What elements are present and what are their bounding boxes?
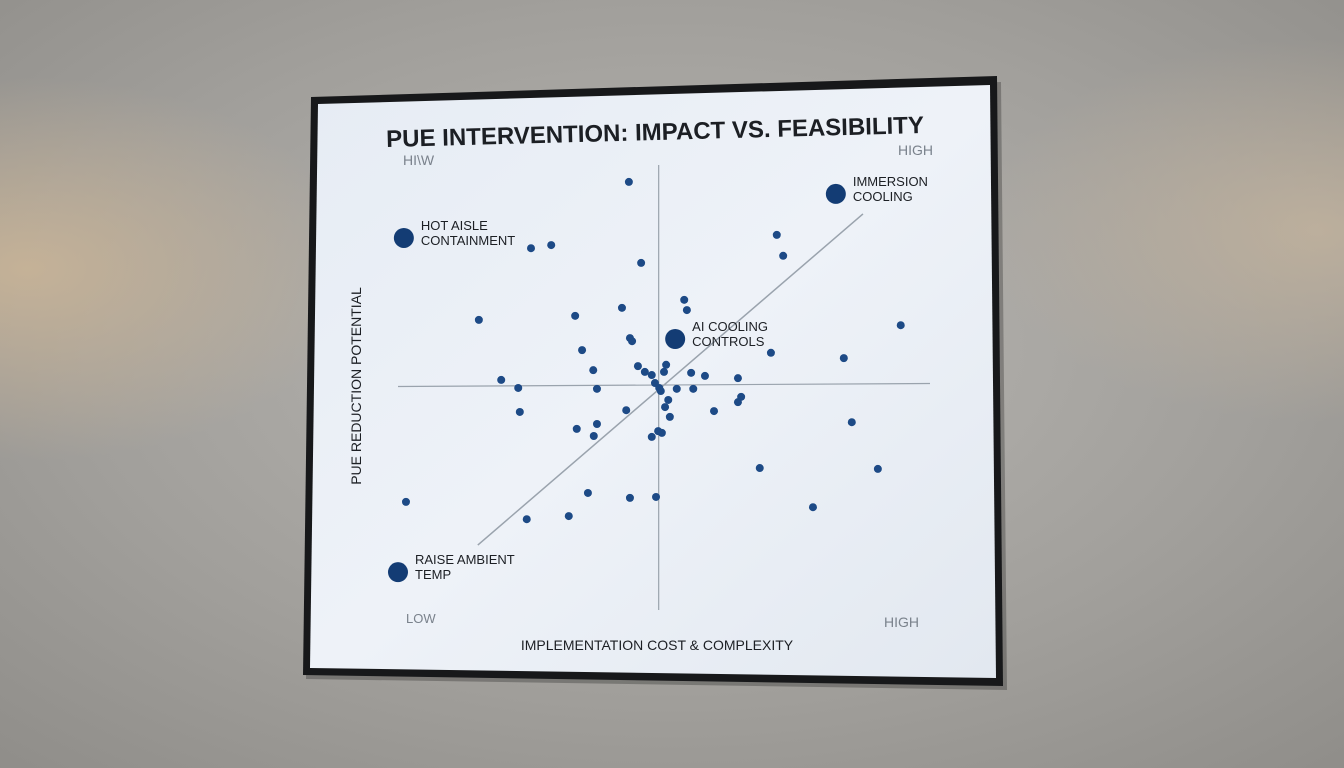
data-point [622, 406, 631, 415]
data-point [625, 493, 634, 502]
highlight-label-line1: AI COOLING [692, 319, 768, 334]
data-point [571, 311, 580, 320]
data-point [710, 407, 719, 416]
data-point [628, 337, 637, 346]
trend-line [477, 213, 864, 546]
data-point [733, 374, 742, 383]
data-point [589, 432, 598, 441]
data-point [873, 464, 882, 473]
data-point [687, 368, 696, 377]
data-point [637, 258, 646, 267]
highlight-label-line1: HOT AISLE [421, 218, 488, 233]
y-axis-top-left-label: HI\W [403, 152, 435, 168]
highlighted-point [388, 562, 408, 583]
x-axis-low-label: LOW [406, 611, 436, 626]
data-point [583, 488, 592, 497]
data-point [578, 346, 587, 355]
x-axis-high-label: HIGH [884, 614, 919, 630]
data-point [682, 306, 691, 315]
data-point [662, 360, 671, 369]
data-point [647, 432, 656, 441]
y-axis-high-label: HIGH [898, 142, 933, 158]
x-axis-title: IMPLEMENTATION COST & COMPLEXITY [521, 637, 794, 653]
highlight-label-line2: CONTAINMENT [421, 233, 515, 248]
data-point [672, 384, 681, 393]
data-point [772, 230, 781, 239]
highlight-label-line2: CONTROLS [692, 334, 765, 349]
data-point [733, 398, 742, 407]
highlight-label-line2: COOLING [853, 189, 913, 204]
data-point [564, 512, 573, 521]
highlight-label-line2: TEMP [415, 567, 451, 582]
highlighted-point [665, 328, 686, 349]
data-point [624, 177, 633, 186]
data-point [647, 371, 656, 380]
data-point [689, 384, 698, 393]
data-point [766, 348, 775, 357]
data-point [572, 424, 581, 433]
data-point [515, 407, 524, 416]
data-point [617, 303, 626, 312]
y-axis-title: PUE REDUCTION POTENTIAL [348, 287, 364, 485]
scatter-chart: PUE INTERVENTION: IMPACT VS. FEASIBILITY… [348, 112, 933, 653]
data-point [661, 403, 670, 412]
data-point [514, 383, 523, 392]
data-point [401, 497, 410, 506]
data-point [839, 354, 848, 363]
data-point [847, 418, 856, 427]
data-point [660, 367, 668, 376]
data-point [755, 464, 764, 473]
data-point [592, 419, 601, 428]
data-point [808, 503, 817, 512]
data-point [680, 295, 689, 304]
highlight-label-line1: IMMERSION [853, 174, 928, 189]
data-point [656, 387, 665, 396]
data-point [664, 395, 673, 404]
highlighted-point [393, 227, 414, 248]
data-point [527, 244, 535, 253]
data-point [657, 428, 666, 437]
data-point [592, 384, 601, 393]
data-point [665, 412, 674, 421]
highlight-label-line1: RAISE AMBIENT [415, 552, 515, 567]
data-point [522, 515, 531, 524]
data-point [589, 366, 598, 375]
data-point [896, 321, 905, 330]
data-point [700, 371, 709, 380]
data-point [633, 362, 642, 371]
data-point [779, 251, 788, 260]
highlighted-point [825, 183, 846, 204]
data-point [652, 492, 661, 501]
data-point [547, 241, 556, 250]
data-point [474, 315, 483, 324]
data-point [497, 375, 506, 384]
data-point [640, 367, 649, 376]
